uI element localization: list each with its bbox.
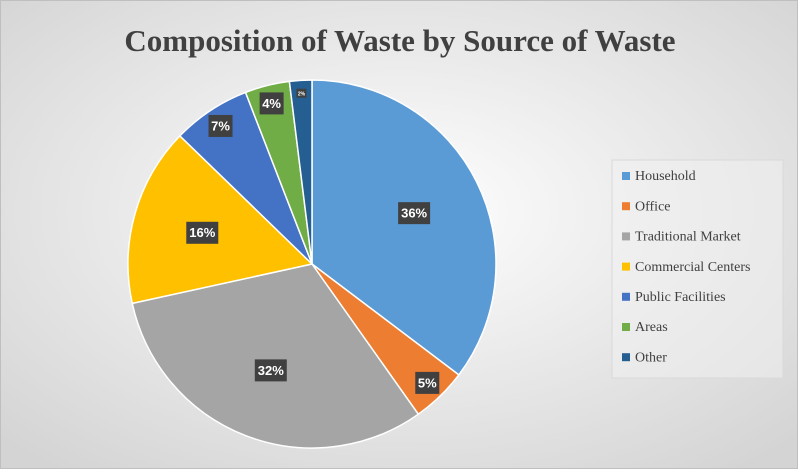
data-label: 36% [401,206,427,221]
chart-title: Composition of Waste by Source of Waste [124,23,675,58]
legend-label: Areas [635,320,668,335]
legend-label: Other [635,350,667,365]
data-label: 5% [418,375,437,390]
data-label-box [415,371,440,394]
data-label-box [259,92,284,115]
legend-label: Commercial Centers [635,260,750,275]
data-label-box [186,221,219,244]
data-label: 4% [262,96,281,111]
data-label-box [296,88,307,98]
pie-slice [311,79,497,376]
legend-swatch [622,202,630,211]
legend-swatch [622,262,630,271]
pie-slice [127,134,314,305]
data-label-box [398,202,431,225]
data-label: 32% [258,363,284,378]
legend-box [611,159,784,379]
legend-swatch [622,323,630,331]
legend-swatch [622,292,630,301]
pie-slice [288,79,313,265]
legend-label: Traditional Market [635,230,741,245]
legend-label: Office [635,199,671,214]
legend-label: Household [635,169,696,184]
data-label: 16% [189,225,215,240]
data-label: 2% [298,92,306,98]
pie-slice [131,263,420,449]
data-label: 7% [211,118,230,133]
legend-label: Public Facilities [635,290,726,305]
data-label-box [254,359,287,382]
legend-swatch [622,232,630,241]
legend-swatch [622,353,630,362]
data-label-box [208,114,233,137]
legend-swatch [622,172,630,180]
